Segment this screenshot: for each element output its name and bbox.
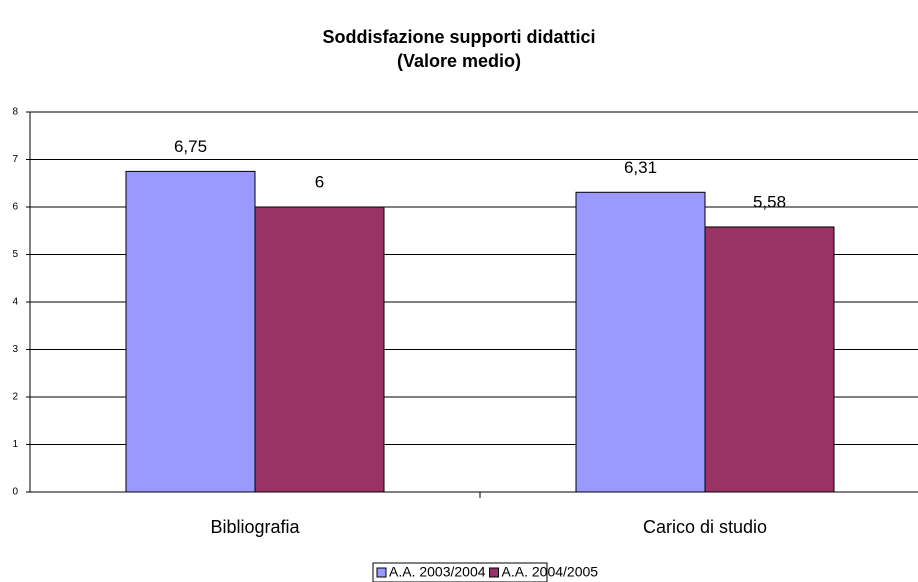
x-tick-label: Carico di studio xyxy=(643,517,767,537)
x-tick-label: Bibliografia xyxy=(210,517,300,537)
y-tick-label: 8 xyxy=(12,107,18,118)
legend-swatch xyxy=(376,567,387,578)
chart-subtitle: (Valore medio) xyxy=(397,51,521,71)
y-tick-label: 7 xyxy=(12,154,18,165)
y-tick-label: 2 xyxy=(12,392,18,403)
legend-label: A.A. 2003/2004 xyxy=(389,564,486,580)
legend-swatch xyxy=(489,567,500,578)
legend-box xyxy=(372,562,548,582)
legend-label: A.A. 2004/2005 xyxy=(502,564,599,580)
chart-title: Soddisfazione supporti didattici xyxy=(322,27,595,47)
value-label: 5,58 xyxy=(753,192,786,211)
y-tick-label: 6 xyxy=(12,202,18,213)
bar xyxy=(125,170,256,493)
value-label: 6,75 xyxy=(174,137,207,156)
value-label: 6,31 xyxy=(624,158,657,177)
y-tick-label: 5 xyxy=(12,249,18,260)
y-tick-label: 0 xyxy=(12,487,18,498)
bar xyxy=(704,226,835,493)
y-tick-label: 3 xyxy=(12,344,18,355)
bar xyxy=(254,206,385,493)
y-tick-label: 1 xyxy=(12,439,18,450)
bar xyxy=(575,191,706,493)
value-label: 6 xyxy=(315,172,324,191)
y-tick-label: 4 xyxy=(12,297,18,308)
